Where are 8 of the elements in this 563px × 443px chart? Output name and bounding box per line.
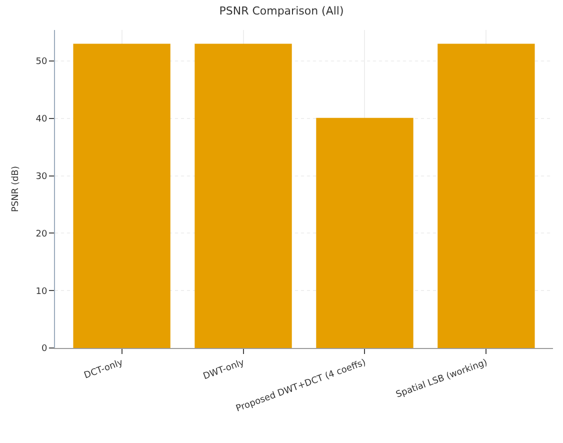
y-tick-label: 30 — [36, 172, 48, 182]
y-axis-title: PSNR (dB) — [11, 166, 22, 212]
y-tick-label: 0 — [41, 344, 48, 354]
y-tick-label: 20 — [36, 229, 48, 240]
y-tick-label: 40 — [36, 114, 48, 125]
y-tick-label: 50 — [36, 57, 48, 68]
chart-title: PSNR Comparison (All) — [219, 4, 344, 18]
y-tick-label: 10 — [36, 286, 48, 297]
